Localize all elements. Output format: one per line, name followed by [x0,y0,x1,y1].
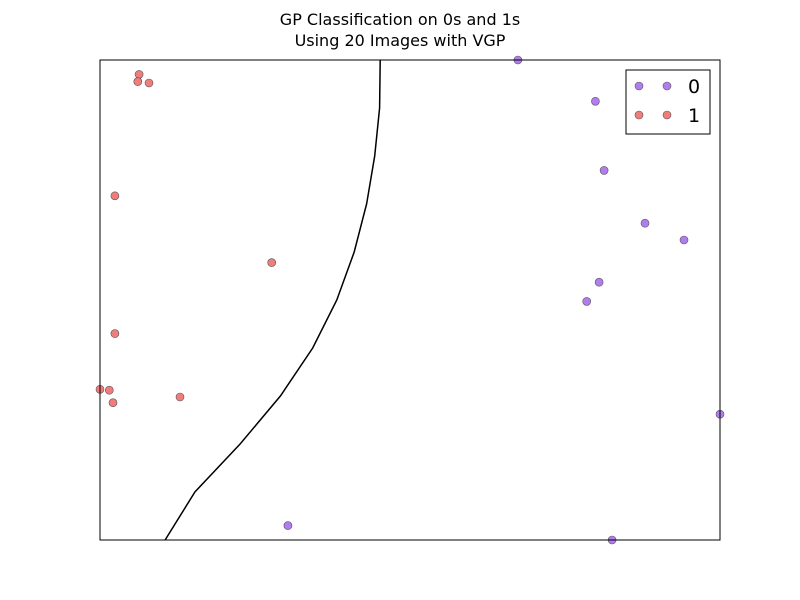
legend-marker-1-0 [634,110,644,120]
legend-marker-0-1 [662,81,672,91]
legend-label-1: 1 [688,105,700,127]
point-class-1-9 [175,392,185,402]
point-class-0-3 [640,218,650,228]
point-class-0-6 [582,297,592,306]
chart-title-line-2: Using 20 Images with VGP [294,31,506,50]
point-class-1-1 [133,77,143,86]
point-class-1-4 [267,258,277,267]
legend-marker-1-1 [662,110,672,120]
point-class-0-1 [591,97,600,106]
point-class-0-4 [679,235,689,245]
point-class-0-8 [283,521,293,530]
point-class-1-2 [144,78,154,88]
plot-frame [99,59,721,541]
point-class-1-0 [134,70,144,79]
point-class-1-5 [110,329,120,338]
legend-label-0: 0 [688,76,700,98]
point-class-0-5 [594,277,604,287]
legend-box [625,69,711,135]
point-class-1-3 [110,191,120,201]
legend-marker-0-0 [634,81,644,91]
point-class-1-7 [105,385,114,395]
legend: 01 [625,69,711,135]
decision-boundary-line [164,60,381,540]
point-class-0-2 [599,166,609,175]
chart-title-line-1: GP Classification on 0s and 1s [279,10,521,29]
point-class-1-8 [108,398,118,408]
